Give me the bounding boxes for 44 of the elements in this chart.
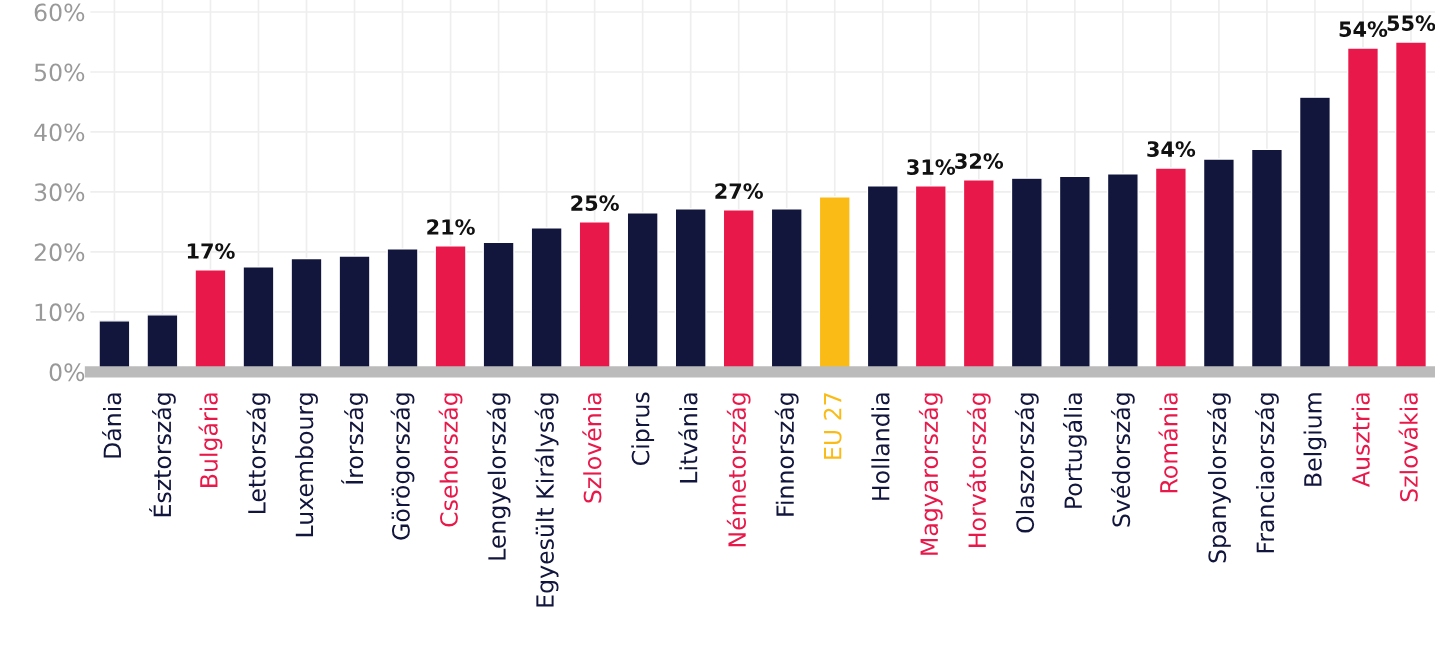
x-tick-label: Dánia (102, 393, 122, 458)
x-tick-label: Magyarország (918, 393, 943, 555)
y-tick-label: 60% (34, 3, 85, 22)
data-label: 25% (571, 195, 619, 211)
x-tick-label: Németország (726, 393, 751, 547)
x-tick-label: Finnország (774, 393, 799, 516)
x-tick-label: Lettország (246, 393, 271, 514)
data-label: 21% (427, 219, 475, 235)
x-tick-label: Bulgária (198, 393, 223, 487)
x-tick-label: Belgium (1303, 393, 1327, 486)
x-tick-label: Svédország (1110, 393, 1135, 527)
x-tick-label: Észtország (149, 393, 176, 517)
x-tick-label: Horvátország (966, 393, 991, 547)
data-label: 55% (1387, 15, 1435, 31)
x-tick-label: Franciaország (1255, 393, 1279, 553)
x-tick-label: Olaszország (1014, 393, 1039, 533)
y-tick-label: 30% (34, 183, 85, 202)
x-tick-label: Egyesült Királyság (534, 393, 559, 607)
x-tick-label: Románia (1158, 393, 1178, 493)
data-label: 31% (907, 159, 956, 175)
x-tick-label: Csehország (438, 393, 463, 527)
y-tick-label: 50% (34, 63, 85, 82)
x-tick-label: Lengyelország (486, 393, 511, 560)
data-label: 54% (1339, 21, 1388, 37)
x-tick-label: Szlovénia (582, 393, 602, 503)
data-label: 32% (955, 153, 1004, 169)
x-tick-label: Litvánia (678, 393, 698, 483)
x-tick-label: Görögország (390, 393, 415, 540)
x-tick-label: Spanyolország (1207, 393, 1231, 563)
x-tick-label: Szlovákia (1398, 393, 1418, 502)
y-tick-label: 10% (35, 303, 85, 322)
y-tick-label: 40% (34, 123, 85, 142)
x-tick-label: Írország (341, 393, 368, 484)
x-tick-label: Ciprus (631, 392, 655, 465)
x-tick-label: Portugália (1062, 393, 1087, 508)
x-tick-label: EU 27 (823, 393, 842, 459)
x-tick-label: Ausztria (1351, 393, 1370, 487)
x-tick-label: Hollandia (871, 393, 890, 500)
x-tick-label: Luxembourg (295, 393, 318, 537)
y-tick-label: 20% (34, 243, 85, 262)
data-label: 17% (187, 243, 235, 259)
y-tick-label: 0% (49, 363, 85, 382)
data-label: 27% (715, 183, 763, 199)
data-label: 34% (1147, 141, 1196, 157)
